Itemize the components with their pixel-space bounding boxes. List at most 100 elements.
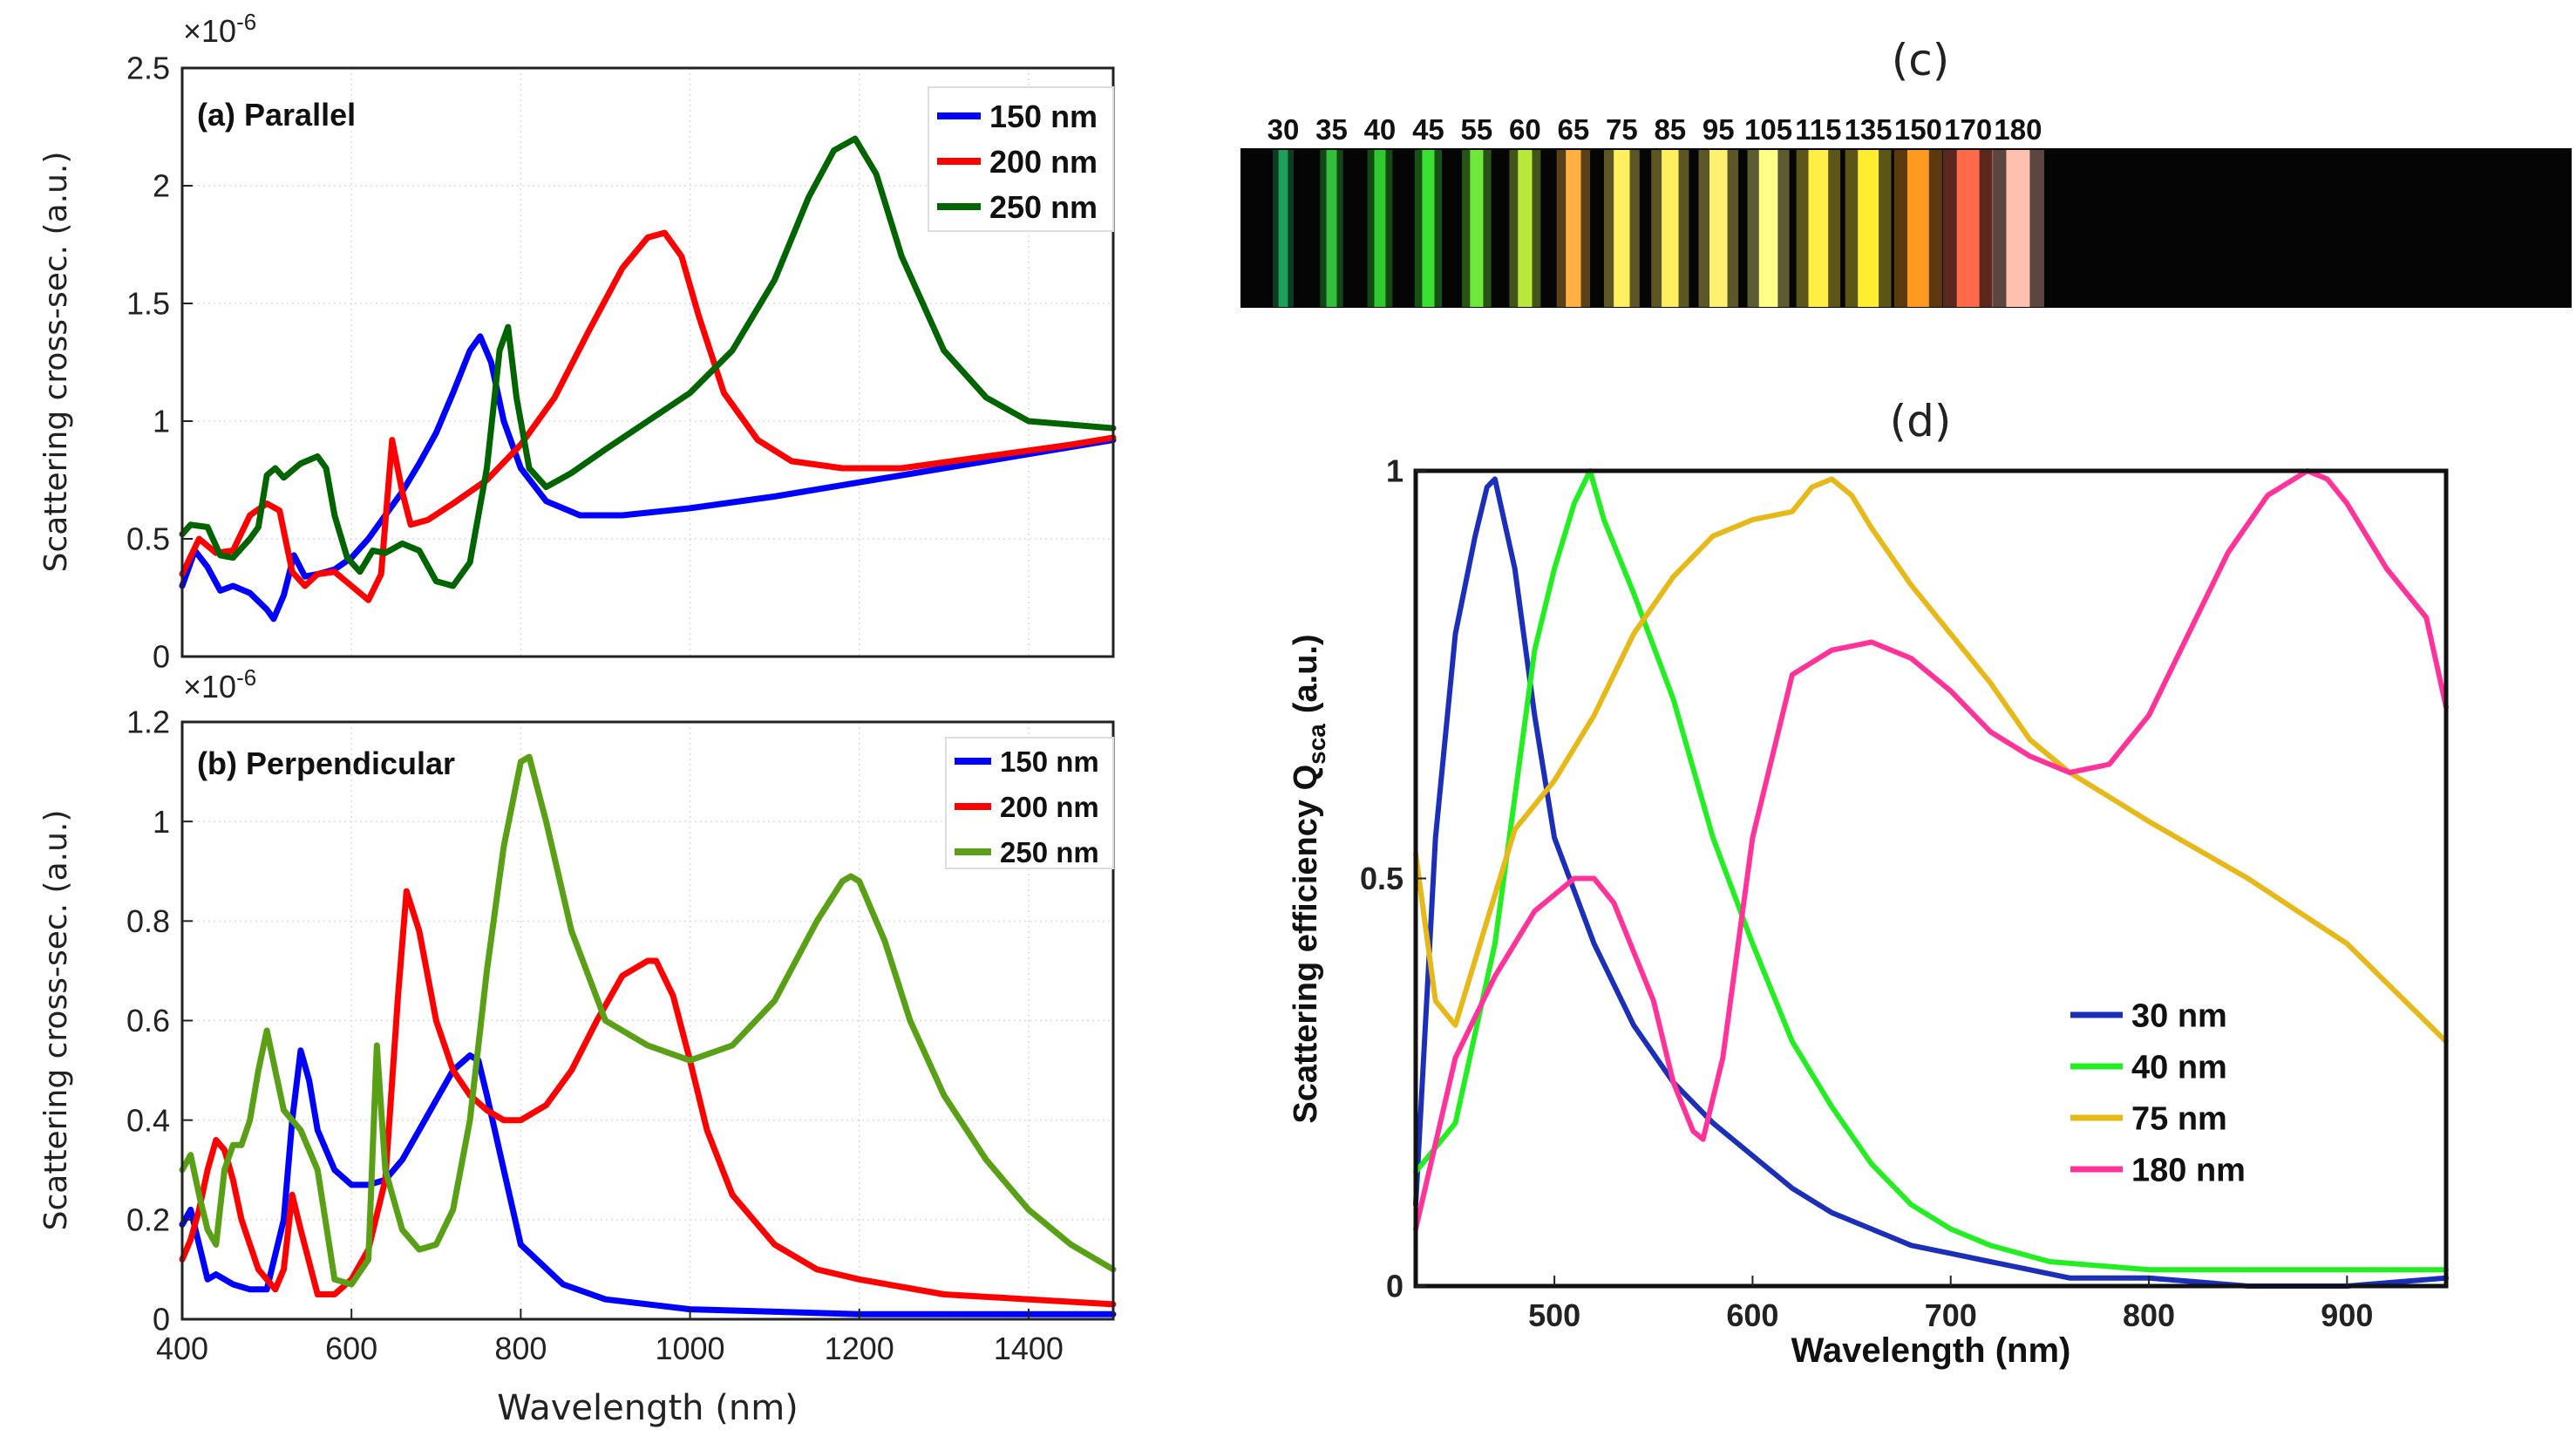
legend-label: 250 nm bbox=[989, 189, 1098, 225]
legend-label: 40 nm bbox=[2131, 1050, 2227, 1086]
x-tick-label: 700 bbox=[1925, 1297, 1977, 1333]
panel-b-multiplier: ×10-6 bbox=[183, 664, 256, 705]
legend-label: 250 nm bbox=[1000, 836, 1099, 868]
stripe-95 bbox=[1709, 150, 1728, 307]
panel-c-label: (c) bbox=[1892, 35, 1950, 85]
panel-b-perpendicular: 00.20.40.60.811.2 400 600 800 1000 1200 1400 … bbox=[38, 664, 1117, 1428]
series-line-180-nm bbox=[1413, 468, 2449, 1232]
series-line-250-nm bbox=[179, 753, 1117, 1288]
size-label-45: 45 bbox=[1412, 113, 1444, 146]
stripe-55 bbox=[1470, 150, 1484, 307]
size-label-65: 65 bbox=[1557, 113, 1589, 146]
size-label-95: 95 bbox=[1703, 113, 1735, 146]
x-tick-label: 1400 bbox=[994, 1331, 1064, 1366]
y-tick-label: 0 bbox=[153, 639, 170, 675]
series-line-150-nm bbox=[179, 333, 1117, 623]
panel-b-y-ticks: 0 0.2 0.4 0.6 0.8 1 1.2 bbox=[126, 705, 193, 1338]
series-line-150-nm bbox=[179, 1047, 1117, 1317]
x-tick-label: 600 bbox=[325, 1331, 377, 1366]
panel-a-multiplier: ×10-6 bbox=[183, 9, 256, 49]
size-label-180: 180 bbox=[1994, 113, 2042, 146]
y-tick-label: 0.5 bbox=[126, 521, 170, 557]
size-label-40: 40 bbox=[1364, 113, 1397, 146]
size-label-60: 60 bbox=[1509, 113, 1541, 146]
stripe-105 bbox=[1758, 150, 1778, 307]
y-tick-label: 2.5 bbox=[126, 51, 170, 86]
y-tick-label: 1 bbox=[153, 804, 170, 840]
panel-a-y-ticks: 0 0.5 1 1.5 2 2.5 bbox=[126, 51, 193, 675]
size-label-35: 35 bbox=[1315, 113, 1348, 146]
panel-a-ylabel: Scattering cross-sec. (a.u.) bbox=[38, 152, 74, 573]
size-label-105: 105 bbox=[1744, 113, 1792, 146]
panel-b-x-ticks: 400 600 800 1000 1200 1400 bbox=[156, 1309, 1064, 1366]
panel-d-efficiency: (d) 00.51 500 600 700 800 900 Scattering eff… bbox=[1288, 396, 2449, 1370]
size-label-85: 85 bbox=[1654, 113, 1686, 146]
panel-c-strip-background bbox=[1240, 148, 2572, 308]
legend-label: 75 nm bbox=[2131, 1101, 2227, 1138]
legend-label: 200 nm bbox=[1000, 791, 1099, 823]
stripe-85 bbox=[1662, 150, 1679, 307]
size-label-75: 75 bbox=[1606, 113, 1638, 146]
panel-a-label: (a) Parallel bbox=[197, 97, 356, 133]
series-line-75-nm bbox=[1413, 476, 2449, 1045]
stripe-170 bbox=[1956, 150, 1980, 307]
size-label-55: 55 bbox=[1461, 113, 1493, 146]
legend-label: 200 nm bbox=[989, 144, 1098, 180]
stripe-35 bbox=[1326, 150, 1337, 307]
legend-label: 150 nm bbox=[1000, 745, 1099, 778]
y-tick-label: 0.6 bbox=[126, 1003, 170, 1038]
panel-b-label: (b) Perpendicular bbox=[197, 745, 455, 781]
x-tick-label: 1000 bbox=[655, 1331, 724, 1366]
panel-c-size-labels: 30 35 40 45 55 60 65 75 85 95 105 115 135 150 170 180 bbox=[1268, 113, 2042, 146]
x-tick-label: 800 bbox=[2123, 1297, 2175, 1333]
panel-c-image: (c) 30 35 40 45 55 60 65 75 85 95 105 115 135 150 170 1… bbox=[1240, 35, 2572, 308]
series-line-250-nm bbox=[179, 135, 1117, 589]
y-tick-label: 0 bbox=[1386, 1269, 1404, 1304]
series-line-40-nm bbox=[1413, 468, 2449, 1273]
size-label-30: 30 bbox=[1268, 113, 1300, 146]
legend-label: 180 nm bbox=[2131, 1153, 2246, 1189]
x-tick-label: 600 bbox=[1726, 1297, 1778, 1333]
stripe-60 bbox=[1518, 150, 1533, 307]
panel-a-parallel: 0 0.5 1 1.5 2 2.5 ×10-6 (a) Parallel Scatteri… bbox=[38, 9, 1117, 675]
panel-d-x-ticks: 500 600 700 800 900 bbox=[1528, 1276, 2373, 1333]
x-tick-label: 800 bbox=[494, 1331, 547, 1366]
series-line-200-nm bbox=[179, 229, 1117, 603]
series-line-200-nm bbox=[179, 888, 1117, 1308]
x-tick-label: 1200 bbox=[825, 1331, 894, 1366]
panel-d-label: (d) bbox=[1890, 396, 1952, 446]
x-tick-label: 400 bbox=[156, 1331, 208, 1366]
panel-a-series bbox=[179, 135, 1117, 623]
size-label-135: 135 bbox=[1845, 113, 1893, 146]
x-tick-label: 900 bbox=[2321, 1297, 2373, 1333]
y-tick-label: 1 bbox=[1386, 453, 1404, 489]
panel-c-stripes bbox=[1273, 150, 2044, 307]
y-tick-label: 1 bbox=[153, 404, 170, 439]
stripe-150 bbox=[1907, 150, 1929, 307]
legend-label: 150 nm bbox=[989, 99, 1098, 134]
y-tick-label: 0.2 bbox=[126, 1202, 170, 1237]
y-tick-label: 2 bbox=[153, 168, 170, 204]
stripe-65 bbox=[1566, 150, 1581, 307]
stripe-135 bbox=[1858, 150, 1879, 307]
series-line-30-nm bbox=[1413, 476, 2449, 1289]
stripe-115 bbox=[1808, 150, 1829, 307]
panel-b-ylabel: Scattering cross-sec. (a.u.) bbox=[38, 810, 74, 1231]
panel-d-y-ticks: 00.51 bbox=[1360, 453, 1426, 1304]
panel-d-ylabel: Scattering efficiency Qsca(a.u.) bbox=[1288, 634, 1330, 1123]
stripe-45 bbox=[1422, 150, 1435, 307]
panel-a-frame bbox=[180, 66, 1115, 658]
panel-d-xlabel: Wavelength (nm) bbox=[1791, 1331, 2071, 1370]
stripe-75 bbox=[1614, 150, 1630, 307]
y-tick-label: 1.5 bbox=[126, 286, 170, 322]
y-tick-label: 0.8 bbox=[126, 903, 170, 939]
panel-d-series bbox=[1413, 468, 2449, 1289]
size-label-150: 150 bbox=[1894, 113, 1942, 146]
y-tick-label: 1.2 bbox=[126, 705, 170, 740]
size-label-115: 115 bbox=[1795, 113, 1841, 146]
legend-label: 30 nm bbox=[2131, 998, 2227, 1035]
stripe-180 bbox=[2006, 150, 2030, 307]
panel-d-legend: 30 nm 40 nm 75 nm 180 nm bbox=[2070, 998, 2246, 1189]
size-label-170: 170 bbox=[1944, 113, 1992, 146]
